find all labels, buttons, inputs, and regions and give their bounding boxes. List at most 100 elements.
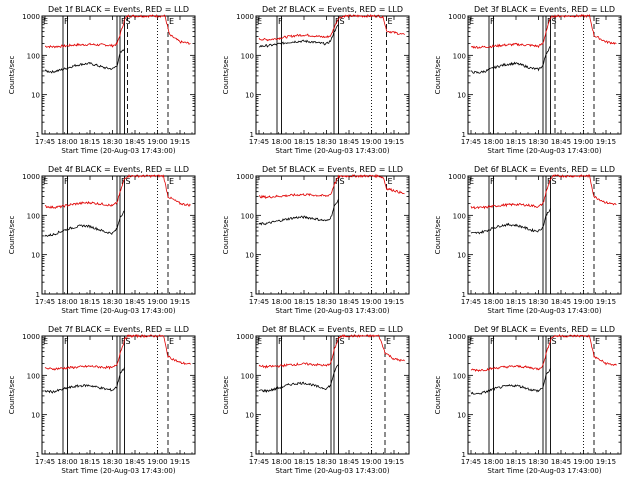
y-axis-label: Counts/sec <box>222 56 230 95</box>
x-tick-label: 18:30 <box>528 138 548 146</box>
x-tick-label: 19:00 <box>573 138 593 146</box>
marker-label: E <box>386 337 391 346</box>
x-tick-label: 18:30 <box>528 458 548 466</box>
x-tick-label: 17:45 <box>461 458 481 466</box>
panel-title: Det 6f BLACK = Events, RED = LLD <box>474 165 615 174</box>
marker-label: F <box>64 17 69 26</box>
marker-label: F <box>278 337 283 346</box>
y-tick-label: 1 <box>250 451 254 459</box>
marker-label: F <box>64 337 69 346</box>
x-tick-label: 19:00 <box>147 458 167 466</box>
series-events-curve <box>44 210 125 237</box>
x-tick-label: 18:45 <box>339 138 359 146</box>
marker-label: E <box>595 17 600 26</box>
marker-label: E <box>169 177 174 186</box>
x-tick-label: 18:15 <box>506 138 526 146</box>
y-tick-label: 1 <box>36 131 40 139</box>
x-tick-label: 17:45 <box>35 138 55 146</box>
x-tick-label: 18:00 <box>483 458 503 466</box>
marker-label: E <box>595 337 600 346</box>
series-lld-curve <box>44 14 191 49</box>
x-axis-label: Start Time (20-Aug-03 17:43:00) <box>61 147 175 155</box>
y-axis-label: Counts/sec <box>434 56 442 95</box>
panel-title: Det 5f BLACK = Events, RED = LLD <box>262 165 403 174</box>
marker-label: F <box>490 177 495 186</box>
panel-title: Det 1f BLACK = Events, RED = LLD <box>48 5 189 14</box>
x-tick-label: 17:45 <box>249 458 269 466</box>
y-tick-label: 1 <box>462 131 466 139</box>
plot-frame <box>467 175 622 295</box>
x-tick-label: 19:15 <box>384 298 404 306</box>
x-tick-label: 19:15 <box>384 458 404 466</box>
series-events-curve <box>258 364 339 393</box>
marker-label: F <box>335 177 340 186</box>
y-tick-label: 1000 <box>236 13 254 21</box>
series-events-curve <box>44 48 125 74</box>
y-axis-label: Counts/sec <box>8 376 16 415</box>
y-tick-label: 100 <box>27 52 40 60</box>
y-axis-label: Counts/sec <box>8 56 16 95</box>
y-tick-label: 10 <box>245 252 254 260</box>
x-tick-label: 18:15 <box>294 458 314 466</box>
x-tick-label: 18:15 <box>80 138 100 146</box>
y-axis-label: Counts/sec <box>8 216 16 255</box>
series-lld-curve <box>258 334 405 369</box>
marker-label: S <box>126 337 131 346</box>
panel-title: Det 2f BLACK = Events, RED = LLD <box>262 5 403 14</box>
series-lld-curve <box>258 13 405 42</box>
y-axis-label: Counts/sec <box>222 376 230 415</box>
x-tick-label: 19:00 <box>361 298 381 306</box>
y-tick-label: 100 <box>453 372 466 380</box>
plot-frame <box>255 175 410 295</box>
y-tick-label: 100 <box>27 212 40 220</box>
marker-label: F <box>121 337 126 346</box>
series-events-curve <box>470 208 551 235</box>
y-axis-label: Counts/sec <box>222 216 230 255</box>
marker-label: E <box>388 177 393 186</box>
y-tick-label: 10 <box>457 252 466 260</box>
plot-frame <box>41 335 196 455</box>
x-tick-label: 18:45 <box>125 298 145 306</box>
x-tick-label: 17:45 <box>35 458 55 466</box>
y-tick-label: 1 <box>462 451 466 459</box>
marker-label: S <box>552 177 557 186</box>
series-lld-curve <box>470 13 617 49</box>
x-tick-label: 19:15 <box>170 298 190 306</box>
x-tick-label: 18:00 <box>483 138 503 146</box>
panel-det-6: Det 6f BLACK = Events, RED = LLD 1 10 100 10… <box>434 165 622 315</box>
marker-label: F <box>278 17 283 26</box>
x-tick-label: 18:45 <box>339 458 359 466</box>
x-tick-label: 19:15 <box>596 458 616 466</box>
y-axis-label: Counts/sec <box>434 216 442 255</box>
series-lld-curve <box>470 333 617 372</box>
panel-det-1: Det 1f BLACK = Events, RED = LLD 1 10 100 10… <box>8 5 196 155</box>
marker-label: E <box>388 17 393 26</box>
series-events-curve <box>44 367 125 394</box>
marker-label: F <box>64 177 69 186</box>
y-tick-label: 1 <box>36 451 40 459</box>
y-tick-label: 1000 <box>236 333 254 341</box>
y-tick-label: 10 <box>31 412 40 420</box>
x-axis-label: Start Time (20-Aug-03 17:43:00) <box>487 307 601 315</box>
y-tick-label: 1 <box>462 291 466 299</box>
marker-label: F <box>490 17 495 26</box>
marker-label: E <box>43 177 48 186</box>
x-tick-label: 18:30 <box>316 138 336 146</box>
x-tick-label: 18:30 <box>102 298 122 306</box>
x-tick-label: 19:00 <box>573 298 593 306</box>
panel-det-2: Det 2f BLACK = Events, RED = LLD 1 10 100 10… <box>222 5 410 155</box>
marker-label: E <box>469 17 474 26</box>
panel-det-7: Det 7f BLACK = Events, RED = LLD 1 10 100 10… <box>8 325 196 475</box>
series-events-curve <box>470 45 551 74</box>
marker-label: E <box>43 337 48 346</box>
panel-det-4: Det 4f BLACK = Events, RED = LLD 1 10 100 10… <box>8 165 196 315</box>
y-tick-label: 1000 <box>22 333 40 341</box>
marker-label: E <box>257 337 262 346</box>
series-events-curve <box>258 24 339 48</box>
marker-label: S <box>340 17 345 26</box>
y-tick-label: 10 <box>245 92 254 100</box>
x-tick-label: 18:00 <box>57 138 77 146</box>
x-tick-label: 18:15 <box>80 458 100 466</box>
x-axis-label: Start Time (20-Aug-03 17:43:00) <box>275 467 389 475</box>
